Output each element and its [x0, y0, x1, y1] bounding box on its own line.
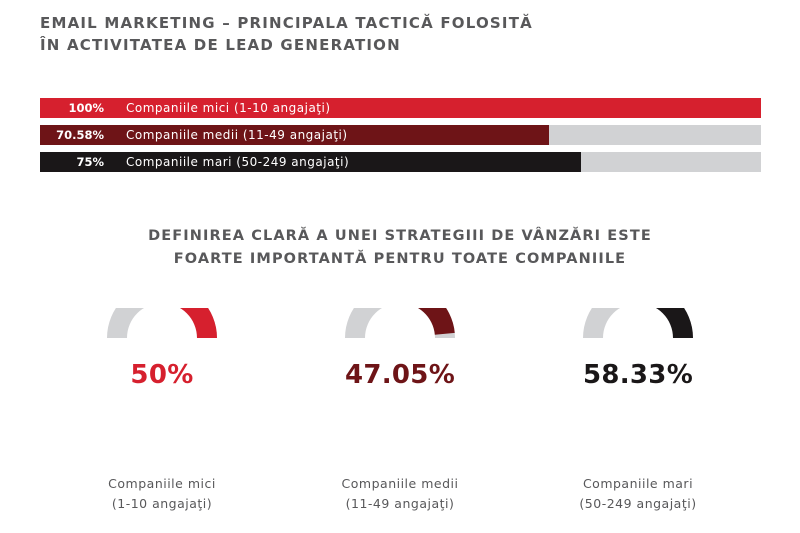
gauge-section-title-line2: FOARTE IMPORTANTĂ PENTRU TOATE COMPANIIL… [173, 251, 627, 267]
gauge-medium-arc [345, 308, 455, 338]
bar-chart: 100% Companiile mici (1-10 angajaţi) 70.… [40, 98, 761, 179]
bar-value-small: 100% [68, 101, 104, 115]
bar-label-medium: Companiile medii (11-49 angajaţi) [126, 128, 348, 142]
bar-track-medium: 70.58% Companiile medii (11-49 angajaţi) [40, 125, 761, 145]
bar-label-small: Companiile mici (1-10 angajaţi) [126, 101, 331, 115]
gauge-label-large-line2: (50-249 angajaţi) [579, 496, 697, 511]
gauge-large-arc [583, 308, 693, 338]
gauge-label-medium: Companiile medii (11-49 angajaţi) [300, 474, 500, 514]
gauge-label-small: Companiile mici (1-10 angajaţi) [62, 474, 262, 514]
gauge-label-small-line1: Companiile mici [108, 476, 216, 491]
top-chart-title: EMAIL MARKETING – PRINCIPALA TACTICĂ FOL… [40, 12, 560, 56]
gauge-label-medium-line2: (11-49 angajaţi) [345, 496, 455, 511]
gauge-large: 58.33% Companiile mari (50-249 angajaţi) [538, 308, 738, 514]
gauge-label-large-line1: Companiile mari [582, 476, 694, 491]
gauge-value-medium: 47.05% [344, 360, 456, 390]
bar-medium [40, 125, 549, 145]
gauge-small: 50% Companiile mici (1-10 angajaţi) [62, 308, 262, 514]
gauge-label-large: Companiile mari (50-249 angajaţi) [538, 474, 738, 514]
gauge-medium-fill [418, 308, 455, 335]
gauge-section-title: DEFINIREA CLARĂ A UNEI STRATEGIII DE VÂN… [0, 225, 800, 271]
bar-large [40, 152, 581, 172]
bar-track-large: 75% Companiile mari (50-249 angajaţi) [40, 152, 761, 172]
gauge-section-title-line1: DEFINIREA CLARĂ A UNEI STRATEGIII DE VÂN… [148, 228, 652, 244]
gauge-label-medium-line1: Companiile medii [341, 476, 459, 491]
top-chart-title-line1: EMAIL MARKETING – PRINCIPALA TACTICĂ FOL… [40, 14, 533, 32]
gauge-label-small-line2: (1-10 angajaţi) [111, 496, 213, 511]
gauge-value-large: 58.33% [582, 360, 694, 390]
gauge-medium: 47.05% Companiile medii (11-49 angajaţi) [300, 308, 500, 514]
bar-value-medium: 70.58% [56, 128, 104, 142]
bar-track-small: 100% Companiile mici (1-10 angajaţi) [40, 98, 761, 118]
gauge-small-arc [107, 308, 217, 338]
bar-label-large: Companiile mari (50-249 angajaţi) [126, 155, 350, 169]
top-chart-title-line2: ÎN ACTIVITATEA DE LEAD GENERATION [40, 36, 401, 54]
gauge-value-small: 50% [130, 360, 194, 390]
bar-value-large: 75% [76, 155, 104, 169]
gauge-large-fill [655, 308, 693, 338]
bar-small [40, 98, 761, 118]
gauge-small-fill [179, 308, 217, 338]
